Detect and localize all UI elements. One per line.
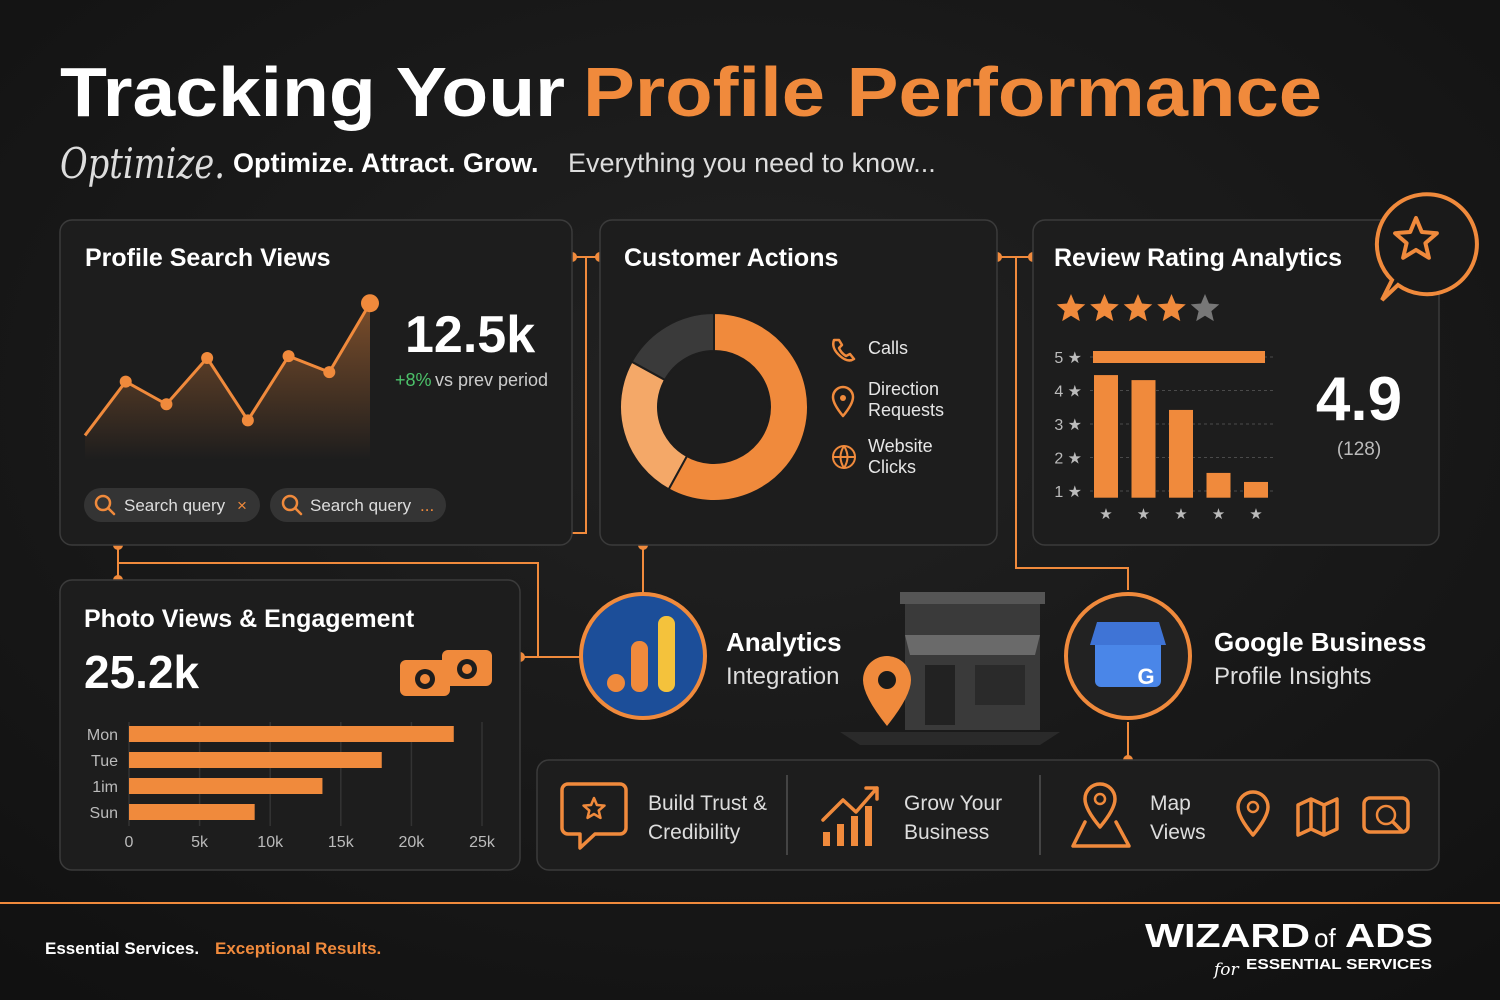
card-title: Photo Views & Engagement <box>84 605 415 633</box>
integration-subtitle: Integration <box>726 663 839 690</box>
benefit-line: Views <box>1150 821 1206 844</box>
integration-title: Analytics <box>726 627 842 657</box>
x-tick-label: ★ <box>1249 506 1262 523</box>
y-tick-label: 1im <box>92 779 118 796</box>
chip-label: Search query <box>124 496 226 515</box>
brand: WIZARD <box>1145 917 1310 954</box>
line-point <box>361 294 379 313</box>
tagline-bold: Optimize. Attract. Grow. <box>233 148 539 178</box>
search-chip[interactable]: Search query × <box>84 488 260 522</box>
tagline: Everything you need to know... <box>568 148 936 178</box>
photo-card <box>59 579 521 871</box>
card-title: Customer Actions <box>624 244 838 272</box>
change-note: vs prev period <box>435 370 548 390</box>
card-title: Profile Search Views <box>85 244 331 272</box>
search-chip[interactable]: Search query ... <box>270 488 446 522</box>
brand-sub: ESSENTIAL SERVICES <box>1246 956 1432 973</box>
rating-star <box>1157 294 1186 322</box>
y-tick-label: Sun <box>90 805 118 822</box>
bar <box>129 804 255 820</box>
line-point <box>201 352 214 364</box>
benefit-icons <box>560 775 1410 855</box>
y-tick-label: 2 ★ <box>1054 451 1082 468</box>
benefit-line: Credibility <box>648 821 741 844</box>
bar <box>1206 472 1231 498</box>
google-business-icon <box>1064 592 1192 720</box>
x-tick-label: ★ <box>1212 506 1225 523</box>
y-tick-label: 5 ★ <box>1054 350 1082 367</box>
brand: ADS <box>1345 917 1433 954</box>
title-highlight: Profile Performance <box>583 53 1322 131</box>
y-tick-label: 3 ★ <box>1054 417 1082 434</box>
y-tick-label: Mon <box>87 727 118 744</box>
x-tick-label: 20k <box>399 834 426 851</box>
headline: 12.5k <box>405 306 535 364</box>
x-tick-label: ★ <box>1174 506 1187 523</box>
brand-of: of <box>1314 923 1336 953</box>
storefront <box>840 592 1060 745</box>
benefits-card <box>536 759 1440 871</box>
chip-action[interactable]: ... <box>420 496 434 515</box>
x-tick-label: 10k <box>257 834 284 851</box>
line-area <box>85 303 370 460</box>
card-title: Review Rating Analytics <box>1054 244 1342 272</box>
average-rating: 4.9 <box>1316 365 1402 434</box>
x-tick-label: 25k <box>469 834 496 851</box>
bar <box>129 726 454 742</box>
review-count: (128) <box>1337 439 1381 460</box>
integration-subtitle: Profile Insights <box>1214 663 1371 690</box>
bar <box>1131 380 1156 498</box>
chip-action[interactable]: × <box>237 496 247 515</box>
camera-icon <box>400 650 492 696</box>
benefit-line: Grow Your <box>904 792 1002 815</box>
analytics-icon <box>579 592 707 720</box>
x-tick-label: 5k <box>191 834 209 851</box>
x-tick-label: ★ <box>1137 506 1150 523</box>
highlight-bar <box>1093 351 1265 363</box>
line-point <box>241 414 254 427</box>
title: Tracking Your <box>60 53 565 131</box>
rating-star <box>1056 294 1086 322</box>
benefit-line: Build Trust & <box>648 792 767 815</box>
x-tick-label: 0 <box>125 834 134 851</box>
change: +8% <box>395 370 432 390</box>
legend-entry: Website Clicks <box>868 436 933 477</box>
star-badge <box>1374 192 1479 302</box>
footer-tagline: Essential Services. <box>45 939 199 958</box>
icon-letter: G <box>1137 664 1154 689</box>
y-tick-label: 4 ★ <box>1054 384 1082 401</box>
rating-star <box>1090 294 1119 322</box>
legend-entry: Direction Requests <box>868 379 945 420</box>
legend-icons <box>831 338 856 469</box>
rating-star <box>1123 294 1153 322</box>
bar <box>1094 375 1118 498</box>
footer-tagline-highlight: Exceptional Results. <box>215 939 381 958</box>
script-word: Optimize. <box>60 139 225 188</box>
benefit-line: Business <box>904 821 989 844</box>
brand-for: for <box>1212 960 1240 980</box>
bar <box>129 752 382 768</box>
chip-label: Search query <box>310 496 412 515</box>
rating-star <box>1190 294 1220 322</box>
headline: 25.2k <box>84 646 200 698</box>
line <box>83 302 372 437</box>
benefit-line: Map <box>1150 792 1191 815</box>
integration-title: Google Business <box>1214 627 1426 657</box>
legend-entry: Calls <box>868 338 909 358</box>
bar <box>129 778 323 794</box>
line-point <box>160 398 173 411</box>
line-point <box>282 350 295 363</box>
line-point <box>119 375 132 388</box>
y-tick-label: 1 ★ <box>1054 484 1082 501</box>
x-tick-label: 15k <box>328 834 355 851</box>
x-tick-label: ★ <box>1099 506 1112 523</box>
bar <box>1244 481 1268 498</box>
line-point <box>323 366 336 379</box>
donut-segment <box>667 311 809 502</box>
bar <box>1169 409 1193 498</box>
y-tick-label: Tue <box>91 753 118 770</box>
